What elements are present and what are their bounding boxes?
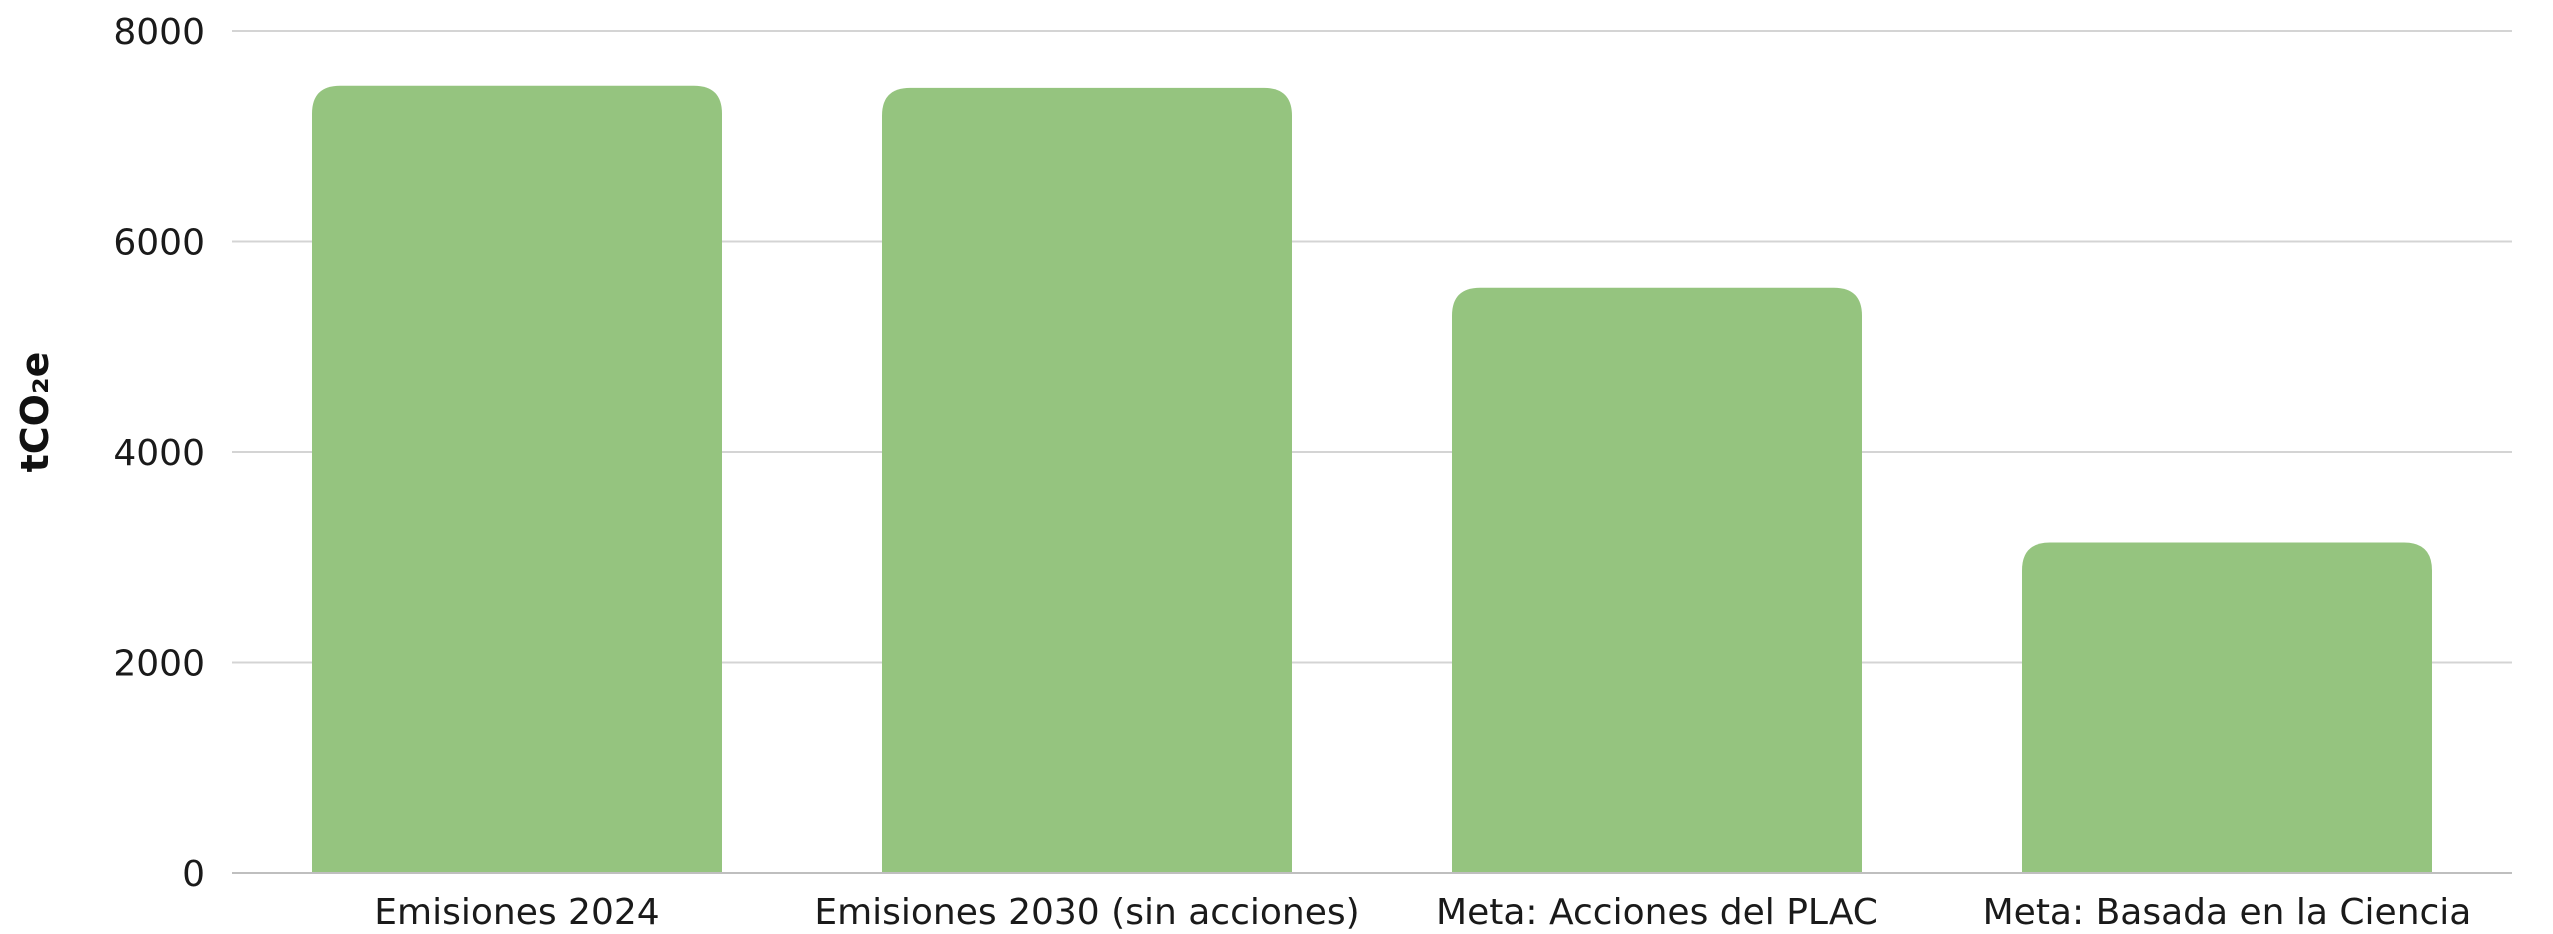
y-tick-label: 2000: [113, 644, 205, 685]
x-category-label: Emisiones 2024: [374, 892, 659, 933]
bars: [312, 85, 2432, 874]
bar: [312, 85, 722, 874]
x-category-label: Meta: Basada en la Ciencia: [1983, 892, 2472, 933]
bar: [882, 87, 1292, 873]
y-tick-label: 4000: [113, 433, 205, 474]
y-tick-label: 6000: [113, 223, 205, 264]
bar: [1452, 287, 1862, 873]
x-category-labels: Emisiones 2024 Emisiones 2030 (sin accion…: [374, 892, 2471, 933]
y-tick-label: 0: [182, 854, 205, 895]
y-axis-title: tCO₂e: [13, 352, 57, 473]
y-tick-labels: 0 2000 4000 6000 8000: [113, 12, 205, 895]
y-tick-label: 8000: [113, 12, 205, 53]
x-category-label: Meta: Acciones del PLAC: [1436, 892, 1878, 933]
x-category-label: Emisiones 2030 (sin acciones): [814, 892, 1359, 933]
bar: [2022, 542, 2432, 873]
